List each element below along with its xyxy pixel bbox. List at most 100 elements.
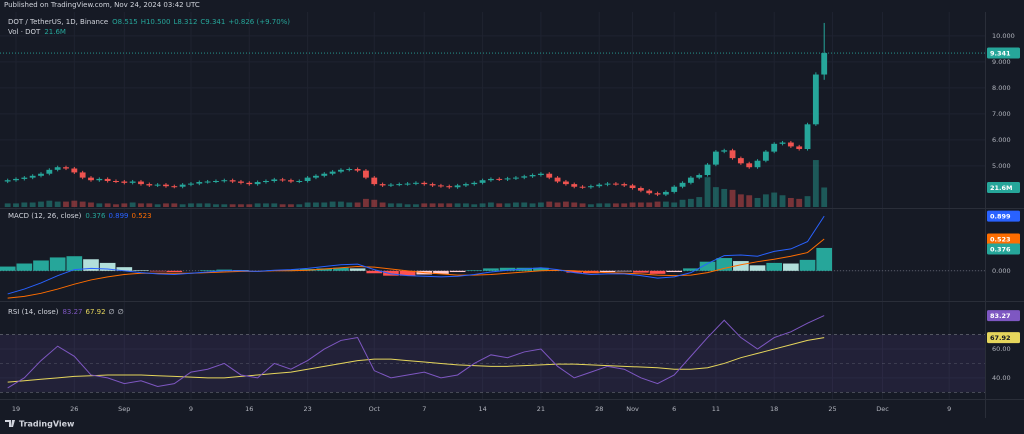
candle-body [296,181,303,182]
macd-legend: MACD (12, 26, close) 0.376 0.899 0.523 [8,212,152,220]
candle-body [313,175,319,178]
volume-bar [296,204,303,207]
candle-body [662,191,669,195]
y-tick-label: 60.00 [992,345,1011,353]
candle-body [379,184,386,186]
volume-bar [121,203,128,207]
candle-body [796,146,803,150]
volume-bar [654,201,661,207]
volume-bar [46,200,53,207]
volume-bar [704,177,711,207]
candle-body [246,182,253,185]
volume-bar [29,202,36,207]
volume-bar [571,202,578,207]
macd-histogram-bar [799,259,816,271]
candle-body [438,185,444,187]
volume-bar [371,199,378,207]
volume-bar [471,204,478,207]
macd-histogram-bar [349,268,366,271]
candle-body [271,179,278,181]
volume-bar [821,187,828,207]
macd-histogram-bar [166,270,183,273]
macd-histogram-bar [649,270,666,274]
macd-label: 0.899 [990,213,1011,221]
candle-body [413,182,419,184]
logo-icon [5,420,15,427]
macd-histogram-bar [683,268,699,271]
y-tick-label: 9.000 [992,58,1011,66]
candle-body [488,178,494,181]
candle-body [812,74,819,125]
candle-body [88,177,94,181]
rsi-extra: ∅ [118,308,124,316]
macd-histogram-bar [399,270,416,276]
candle-body [404,183,411,185]
last-price-label: 9.341 [990,50,1011,58]
macd-title: MACD (12, 26, close) [8,212,82,220]
ohlc-close: C9.341 [200,18,225,26]
candle-body [146,184,153,186]
macd-histogram-bar [599,270,616,273]
volume-bar [88,202,94,207]
candle-body [279,179,286,181]
volume-bar [213,204,219,207]
symbol-legend: DOT / TetherUS, 1D, Binance O8.515 H10.500… [8,18,290,26]
macd-line [7,215,825,295]
macd-value: 0.899 [108,212,128,220]
x-tick-label: 19 [12,405,20,413]
volume-bar [429,203,436,207]
candle-body [471,182,478,185]
candle-body [421,182,428,185]
volume-bar [179,204,186,207]
macd-histogram-bar [66,256,83,271]
candle-body [621,184,628,186]
macd-histogram-bar [16,263,33,271]
candle-body [687,177,694,183]
macd-histogram-bar [133,270,149,271]
macd-histogram-bar [616,270,633,272]
candle-body [204,181,211,183]
published-note: Published on TradingView.com, Nov 24, 20… [4,1,200,9]
footer-brand: TradingView [19,420,75,429]
volume-bar [104,203,111,207]
candle-body [121,181,128,183]
volume-bar [21,202,28,207]
candle-body [213,181,219,182]
volume-bar [438,203,444,207]
volume-bar [463,203,469,207]
candle-body [679,182,686,187]
macd-label-box [987,210,1020,222]
x-tick-label: Sep [118,405,130,413]
rsi-legend: RSI (14, close) 83.27 67.92 ∅ ∅ [8,308,124,316]
candle-body [729,150,736,159]
candle-body [754,160,761,168]
candle-body [363,170,369,178]
candle-body [771,143,778,152]
volume-bar [746,195,753,207]
candle-body [38,173,44,176]
y-tick-label: 5.000 [992,162,1011,170]
candle-body [562,181,569,185]
candle-body [804,124,811,150]
macd-histogram-bar [633,270,649,273]
volume-bar [671,202,678,207]
candle-body [629,185,636,189]
macd-histogram-bar [283,269,299,271]
candle-body [54,167,61,170]
volume-bar [229,204,236,207]
volume-bar [629,202,636,207]
volume-bar [762,194,769,207]
candle-body [637,188,644,191]
volume-bar [812,160,819,207]
macd-histogram-bar [733,261,749,271]
volume-bar [329,201,336,207]
volume-bar [238,204,244,207]
volume-bar [404,204,411,207]
macd-histogram-bar [99,262,116,271]
macd-histogram-bar [499,267,516,271]
volume-bar [188,203,194,207]
candle-body [704,164,711,176]
macd-histogram-bar [199,270,216,271]
volume-bar [796,198,803,207]
